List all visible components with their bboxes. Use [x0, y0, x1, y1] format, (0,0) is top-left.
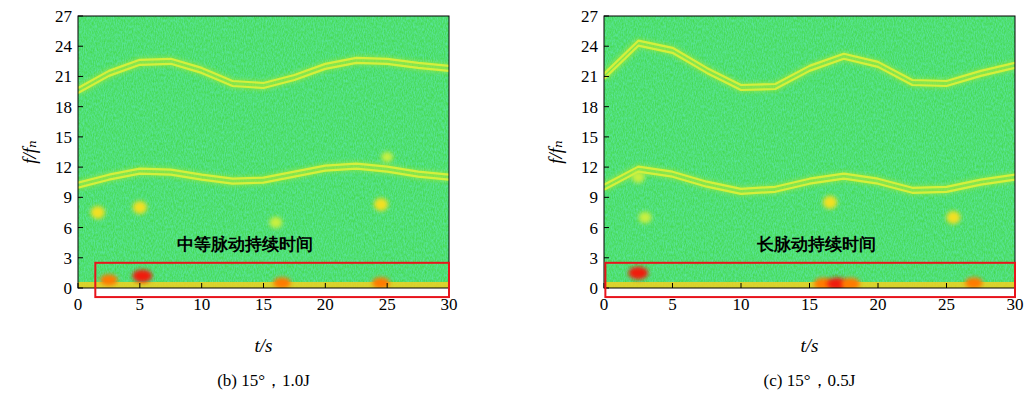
y-tick-label: 18 — [581, 98, 598, 117]
y-tick-label: 6 — [64, 219, 73, 238]
y-tick-label: 3 — [64, 249, 73, 268]
x-tick — [78, 283, 79, 288]
ridge — [604, 46, 1015, 90]
x-tick — [878, 283, 879, 288]
hot-spot — [841, 278, 860, 288]
x-axis-label: t/s — [801, 335, 819, 356]
x-tick — [201, 283, 202, 288]
low-frequency-band — [604, 282, 1015, 288]
figure: 0510152025300369121518212427中等脉动持续时间t/sf… — [0, 0, 1024, 396]
ridge — [78, 63, 449, 93]
y-tick — [78, 288, 83, 289]
y-tick-label: 15 — [55, 128, 72, 147]
x-tick — [263, 283, 264, 288]
y-tick-label: 6 — [590, 219, 599, 238]
y-axis-label: f/fₙ — [19, 140, 40, 164]
y-tick-label: 9 — [64, 188, 73, 207]
y-tick-label: 27 — [581, 7, 599, 26]
hot-spot — [374, 198, 388, 211]
hot-spot — [946, 211, 960, 224]
hot-spot — [100, 274, 118, 286]
plot-background — [78, 16, 449, 288]
ridge — [78, 169, 449, 188]
y-tick — [78, 106, 83, 107]
y-tick-label: 0 — [64, 279, 73, 298]
hot-spot — [965, 277, 983, 288]
ridge — [604, 172, 1015, 194]
annotation: 中等脉动持续时间 — [177, 234, 313, 254]
x-tick — [604, 283, 605, 288]
y-tick — [78, 16, 83, 17]
hot-spot — [632, 171, 645, 183]
y-tick — [604, 227, 609, 228]
y-tick-label: 21 — [55, 67, 72, 86]
hot-spot — [628, 266, 648, 279]
panel: 0510152025300369121518212427中等脉动持续时间t/sf… — [19, 7, 458, 390]
highlight-box — [95, 263, 449, 297]
y-tick — [604, 167, 609, 168]
x-tick — [741, 283, 742, 288]
hot-spot — [372, 277, 390, 288]
data-area — [604, 41, 1015, 288]
y-axis-label: f/fₙ — [545, 140, 566, 164]
ridge — [78, 58, 449, 88]
y-tick — [78, 257, 83, 258]
y-tick-label: 24 — [581, 37, 599, 56]
x-tick — [387, 283, 388, 288]
y-tick — [604, 46, 609, 47]
y-tick — [604, 76, 609, 77]
x-tick — [139, 283, 140, 288]
hot-spot — [132, 269, 152, 282]
y-tick-label: 18 — [55, 98, 72, 117]
y-tick-label: 3 — [590, 249, 599, 268]
caption: (b) 15°，1.0J — [217, 371, 310, 390]
y-tick — [604, 197, 609, 198]
hot-spot — [273, 277, 291, 288]
hot-spot — [269, 217, 282, 229]
x-tick-label: 0 — [74, 295, 83, 314]
ridge — [604, 167, 1015, 189]
plot-frame — [604, 16, 1015, 288]
hot-spot — [639, 212, 652, 224]
hot-spot — [91, 206, 105, 219]
data-area — [78, 58, 449, 288]
x-axis-label: t/s — [255, 335, 273, 356]
y-tick-label: 9 — [590, 188, 599, 207]
y-tick-label: 21 — [581, 67, 598, 86]
x-tick — [809, 283, 810, 288]
plot-texture — [78, 16, 449, 288]
highlight-box — [605, 263, 1015, 297]
y-tick — [78, 136, 83, 137]
ridge-glow — [604, 169, 1015, 191]
hot-spot — [823, 196, 837, 209]
annotation: 长脉动持续时间 — [756, 234, 876, 254]
panel: 0510152025300369121518212427长脉动持续时间t/sf/… — [545, 7, 1024, 390]
y-tick-label: 12 — [581, 158, 598, 177]
y-tick — [78, 197, 83, 198]
y-tick — [604, 16, 609, 17]
low-frequency-band — [78, 282, 449, 288]
y-tick-label: 12 — [55, 158, 72, 177]
y-tick-label: 27 — [55, 7, 73, 26]
y-tick — [604, 257, 609, 258]
plot-frame — [78, 16, 449, 288]
y-tick-label: 0 — [590, 279, 599, 298]
x-tick — [946, 283, 947, 288]
y-tick — [78, 167, 83, 168]
y-tick — [78, 46, 83, 47]
y-tick — [604, 136, 609, 137]
caption: (c) 15°，0.5J — [764, 371, 856, 390]
y-tick — [604, 106, 609, 107]
y-tick-label: 24 — [55, 37, 73, 56]
x-tick — [325, 283, 326, 288]
plot-texture — [604, 16, 1015, 288]
y-tick — [78, 76, 83, 77]
x-tick — [672, 283, 673, 288]
ridge — [604, 41, 1015, 85]
y-tick — [78, 227, 83, 228]
hot-spot — [133, 201, 147, 214]
y-tick-label: 15 — [581, 128, 598, 147]
hot-spot — [381, 152, 393, 162]
plot-background — [604, 16, 1015, 288]
